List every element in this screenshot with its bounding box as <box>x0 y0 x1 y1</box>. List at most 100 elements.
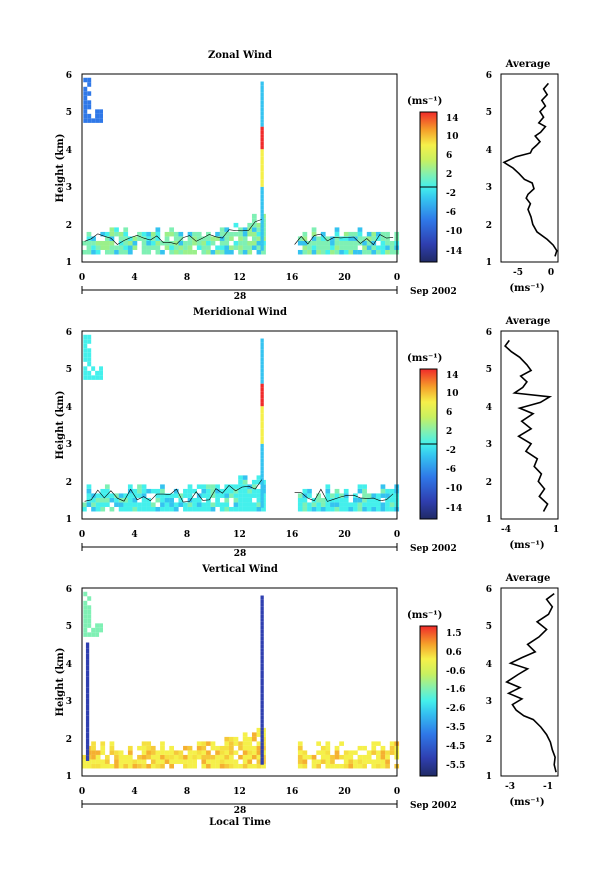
heatmap-cell <box>316 245 322 250</box>
heatmap-cell <box>86 240 92 246</box>
heatmap-cell <box>256 236 262 241</box>
heatmap-cell <box>169 759 175 764</box>
heatmap-cell <box>215 750 220 755</box>
heatmap-cell <box>260 666 264 671</box>
heatmap-cell <box>325 497 331 503</box>
heatmap-cell <box>155 249 161 255</box>
heatmap-cell <box>311 502 317 507</box>
heatmap-cell <box>339 493 344 498</box>
heatmap-cell <box>238 488 243 494</box>
heatmap-cell <box>169 750 175 755</box>
heatmap-cell <box>141 236 147 241</box>
average-frame <box>500 330 559 520</box>
heatmap-cell <box>362 506 367 512</box>
colorbar-tick: 10 <box>446 389 459 399</box>
heatmap-cell <box>238 249 243 255</box>
heatmap-cell <box>260 141 264 146</box>
heatmap-cell <box>334 763 340 769</box>
heatmap-cell <box>260 179 264 184</box>
heatmap-cell <box>100 741 106 746</box>
heatmap-cell <box>82 763 87 769</box>
heatmap-cell <box>233 493 239 498</box>
x-tick: 0 <box>79 530 85 540</box>
heatmap-cell <box>297 493 303 498</box>
heatmap-cell <box>260 704 264 709</box>
heatmap-cell <box>83 623 88 628</box>
date-month-label: Sep 2002 <box>410 801 457 811</box>
heatmap-cell <box>238 754 243 760</box>
heatmap-cell <box>260 96 264 101</box>
heatmap-cell <box>260 730 264 735</box>
heatmap-cell <box>343 750 349 755</box>
heatmap-cell <box>260 727 264 731</box>
heatmap-cell <box>260 640 264 645</box>
heatmap-cell <box>86 763 92 769</box>
heatmap-cell <box>178 249 184 255</box>
heatmap-cell <box>85 648 90 654</box>
heatmap-cell <box>247 745 253 751</box>
heatmap-cell <box>366 245 372 250</box>
heatmap-cell <box>85 732 90 739</box>
heatmap-cell <box>114 763 119 769</box>
heatmap-cell <box>160 484 165 489</box>
heatmap-cell <box>389 240 395 246</box>
heatmap-cell <box>206 240 211 246</box>
heatmap-cell <box>169 506 175 512</box>
heatmap-cell <box>173 759 179 764</box>
heatmap-cell <box>348 245 354 250</box>
heatmap-cell <box>206 493 211 498</box>
heatmap-cell <box>297 763 303 769</box>
y-tick: 5 <box>486 108 492 118</box>
heatmap-cell <box>118 506 124 512</box>
heatmap-cell <box>114 231 119 237</box>
heatmap-cell <box>371 759 377 764</box>
heatmap-cell <box>260 134 264 138</box>
heatmap-cell <box>260 614 264 619</box>
heatmap-cell <box>206 488 211 494</box>
heatmap-cell <box>173 502 179 507</box>
heatmap-cell <box>261 249 266 255</box>
heatmap-cell <box>260 231 264 236</box>
heatmap-cell <box>260 760 264 765</box>
heatmap-cells <box>82 591 400 769</box>
heatmap-cell <box>343 245 349 250</box>
colorbar-tick: -3.5 <box>446 723 465 733</box>
heatmap-cell <box>385 245 390 250</box>
heatmap-cell <box>242 493 248 498</box>
heatmap-cell <box>178 245 184 250</box>
heatmap-cell <box>260 379 264 384</box>
colorbar-tick: -4.5 <box>446 742 465 752</box>
heatmap-cell <box>210 741 216 746</box>
heatmap-cell <box>87 596 92 601</box>
heatmap-cell <box>169 763 175 769</box>
heatmap-cell <box>109 227 115 232</box>
heatmap-cell <box>325 763 331 769</box>
heatmap-cell <box>385 759 390 764</box>
colorbar-ticks: 14 10 6 2 -2 -6 -10 -14 <box>446 114 462 257</box>
heatmap-cell <box>187 231 193 237</box>
heatmap-cell <box>229 245 234 250</box>
heatmap-cell <box>155 506 161 512</box>
heatmap-cell <box>260 742 264 746</box>
heatmap-cell <box>160 754 165 760</box>
heatmap-cell <box>362 484 367 489</box>
heatmap-cell <box>104 249 110 255</box>
heatmap-cell <box>114 750 119 755</box>
heatmap-cell <box>210 484 216 489</box>
heatmap-cell <box>206 741 211 746</box>
heatmap-cell <box>127 750 133 755</box>
heatmap-cell <box>95 502 101 507</box>
heatmap-cell <box>233 484 239 489</box>
heatmap-cell <box>260 152 264 157</box>
heatmap-cell <box>95 240 101 246</box>
heatmap-cell <box>260 425 264 429</box>
heatmap-cell <box>242 506 248 512</box>
heatmap-cell <box>260 606 264 611</box>
heatmap-cells <box>82 77 400 255</box>
heatmap-cell <box>183 745 188 751</box>
heatmap-cell <box>229 754 234 760</box>
colorbar-tick: 6 <box>446 151 452 161</box>
heatmap-cell <box>109 741 115 746</box>
heatmap-cell <box>219 488 225 494</box>
heatmap-cell <box>256 227 262 232</box>
